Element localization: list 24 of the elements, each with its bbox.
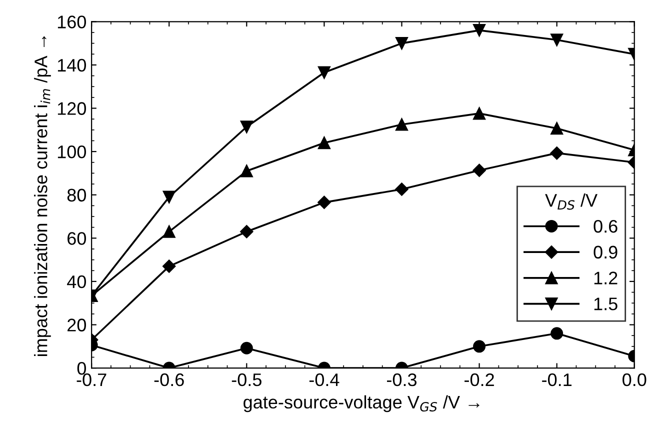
y-tick-label: 20	[68, 318, 86, 332]
y-tick-label: 100	[58, 145, 86, 158]
x-tick-label: -0.5	[232, 373, 262, 386]
x-tick-label: -0.2	[464, 373, 494, 386]
x-axis-title: gate-source-voltage V$_{GS}$ /V →	[244, 395, 480, 412]
legend-label: 0.6	[594, 220, 618, 233]
y-tick-label: 60	[68, 232, 86, 245]
legend-label: 1.5	[594, 298, 618, 310]
x-tick-label: -0.7	[76, 373, 106, 386]
y-tick-label: 160	[58, 16, 86, 28]
x-tick-label: 0.0	[622, 373, 646, 386]
y-tick-label: 140	[58, 58, 86, 72]
y-tick-label: 80	[67, 188, 86, 202]
x-tick-label: -0.3	[386, 373, 417, 386]
legend-label: 0.9	[594, 246, 618, 259]
y-tick-label: 0	[77, 362, 86, 375]
x-tick-label: -0.4	[309, 373, 340, 386]
legend-title: V$_{DS}$ /V	[545, 194, 598, 210]
legend-label: 1.2	[594, 272, 618, 284]
y-axis-title: impact ionization noise current i$_{im}$ /pA →	[34, 36, 51, 356]
y-tick-label: 40	[67, 275, 86, 288]
y-tick-label: 120	[58, 102, 86, 115]
x-tick-label: -0.6	[154, 373, 184, 386]
x-tick-label: -0.1	[542, 373, 572, 386]
